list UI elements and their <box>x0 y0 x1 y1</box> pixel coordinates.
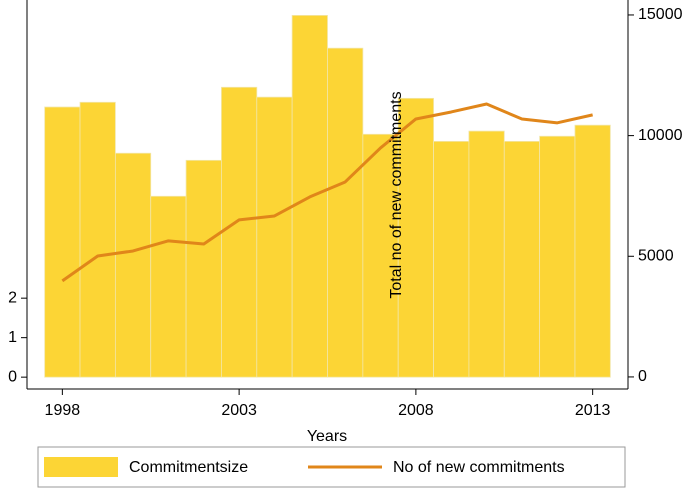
x-tick-label: 2003 <box>221 402 257 419</box>
bar <box>362 133 399 378</box>
bar <box>468 130 505 378</box>
bar <box>433 140 470 378</box>
bar <box>114 152 152 378</box>
x-axis-title: Years <box>307 428 347 445</box>
y-tick-label: 0 <box>8 368 17 385</box>
x-tick-label: 2008 <box>398 402 434 419</box>
legend-swatch <box>44 457 118 477</box>
bar <box>79 101 116 378</box>
bar <box>256 96 293 378</box>
line <box>61 102 593 283</box>
legend-label: Commitmentsize <box>129 459 248 476</box>
bar <box>574 124 611 378</box>
bar <box>221 86 258 378</box>
x-tick-label: 1998 <box>45 402 81 419</box>
y2-tick-label: 10000 <box>638 127 683 144</box>
bar <box>327 47 364 378</box>
bar <box>150 195 187 378</box>
y2-tick-label: 15000 <box>638 6 683 23</box>
legend-label: No of new commitments <box>393 459 565 476</box>
x-tick-label: 2013 <box>575 402 611 419</box>
bar <box>539 135 576 378</box>
bar <box>397 97 434 378</box>
bar <box>185 159 222 378</box>
y-tick-label: 2 <box>8 289 17 306</box>
bar <box>44 106 81 378</box>
y-tick-label: 1 <box>8 329 17 346</box>
bar <box>503 140 541 378</box>
y2-tick-label: 0 <box>638 368 647 385</box>
annotation: Total no of new commitments <box>388 91 405 298</box>
y2-tick-label: 5000 <box>638 247 674 264</box>
